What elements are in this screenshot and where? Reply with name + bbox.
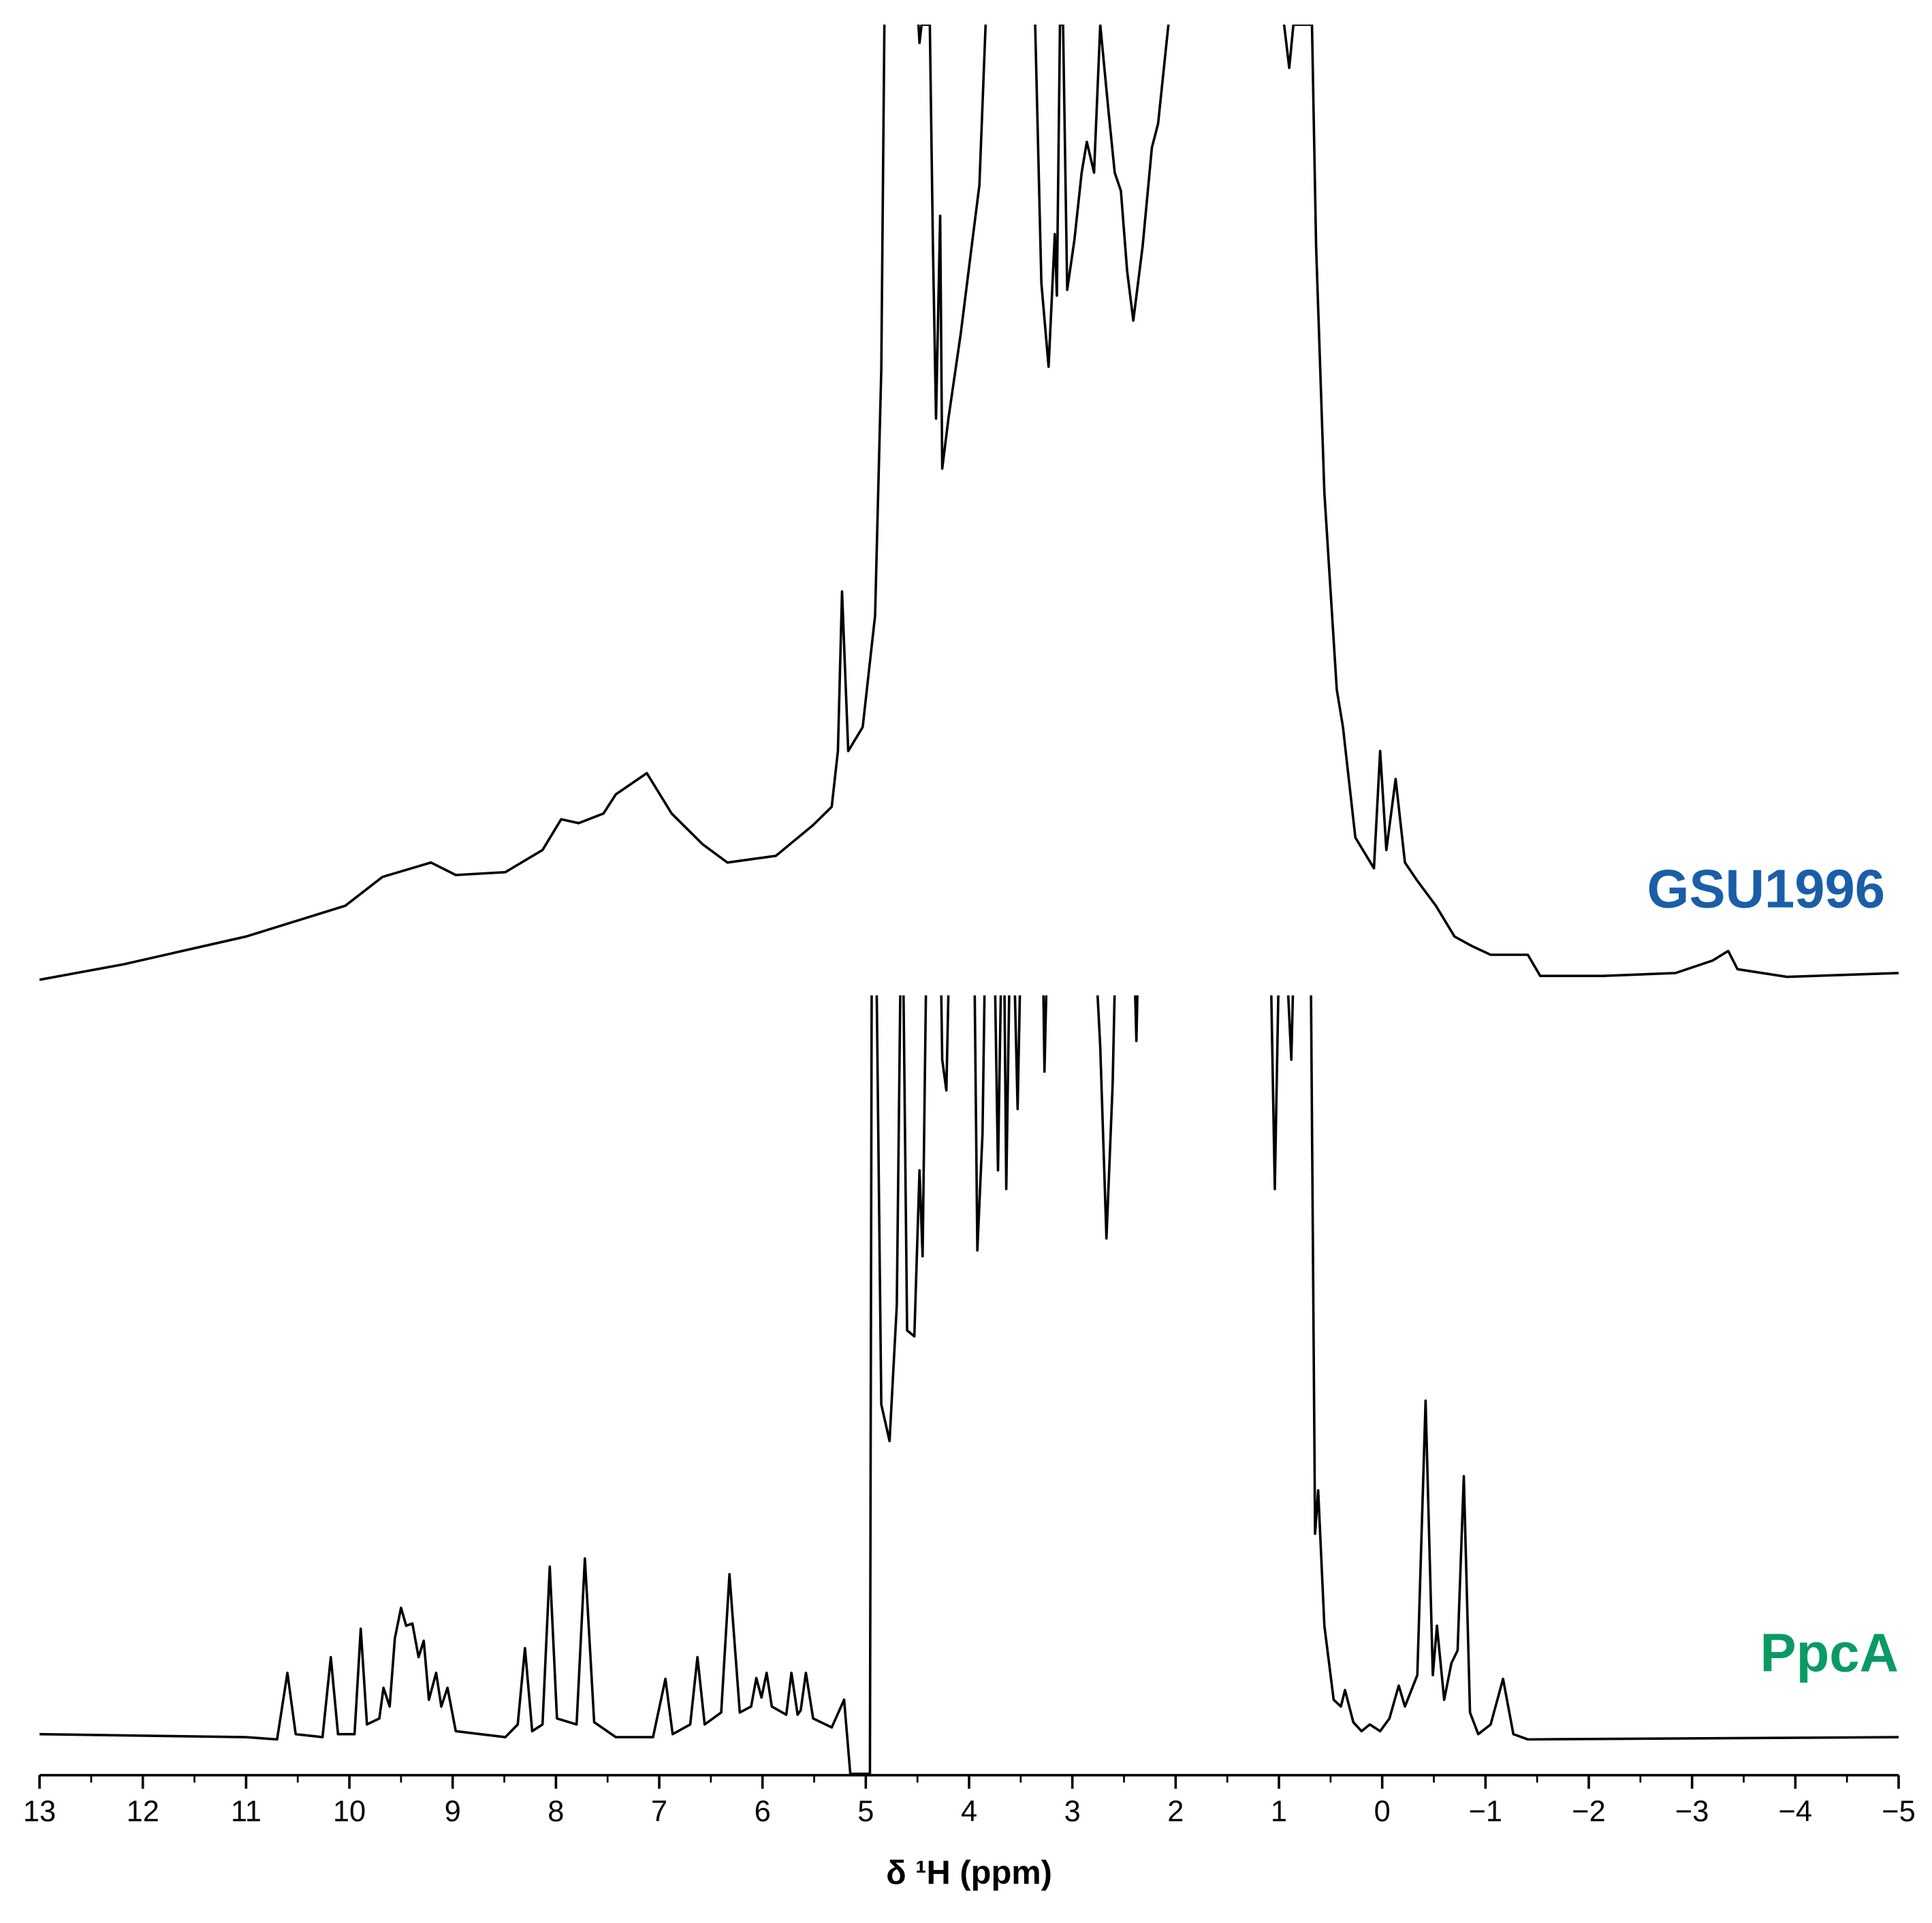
x-tick-label: 3 <box>1064 1795 1081 1828</box>
x-tick-label: 12 <box>127 1795 159 1828</box>
spectrum-line <box>39 995 1899 1775</box>
x-tick-label: 8 <box>548 1795 564 1828</box>
x-tick-label: 9 <box>445 1795 461 1828</box>
x-tick-label: 10 <box>333 1795 366 1828</box>
x-tick-label: 1 <box>1271 1795 1287 1828</box>
x-tick-label: 2 <box>1167 1795 1184 1828</box>
x-tick-label: 6 <box>755 1795 771 1828</box>
series-name: GSU1996 <box>1647 859 1886 919</box>
spectrum-line <box>39 25 1899 981</box>
x-tick-label: 0 <box>1374 1795 1391 1828</box>
x-tick-label: −4 <box>1779 1795 1813 1828</box>
spectrum-group <box>39 25 1899 981</box>
x-tick-label: −2 <box>1572 1795 1606 1828</box>
series-name: PpcA <box>1760 1622 1899 1683</box>
x-tick-label: −3 <box>1675 1795 1709 1828</box>
x-tick-label: −5 <box>1882 1795 1916 1828</box>
spectrum-group <box>39 995 1899 1775</box>
x-tick-label: 13 <box>23 1795 56 1828</box>
x-tick-label: 7 <box>651 1795 667 1828</box>
x-tick-label: 11 <box>231 1795 262 1828</box>
x-tick-label: 5 <box>857 1795 874 1828</box>
x-axis-title: δ ¹H (ppm) <box>886 1854 1052 1891</box>
x-tick-label: 4 <box>961 1795 977 1828</box>
x-tick-label: −1 <box>1469 1795 1503 1828</box>
